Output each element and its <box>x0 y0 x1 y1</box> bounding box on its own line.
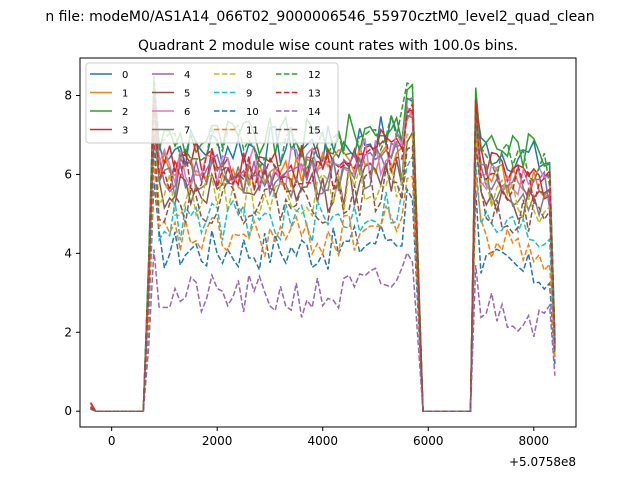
legend-label-0: 0 <box>122 70 128 81</box>
x-tick-label: 2000 <box>202 434 233 448</box>
legend-label-9: 9 <box>246 89 252 100</box>
plot-frame <box>79 57 577 428</box>
axes-layer: 0 2000 4000 6000 8000 0 2 4 6 8 <box>64 88 549 448</box>
x-offset-label: +5.0758e8 <box>509 455 576 469</box>
legend-label-1: 1 <box>122 89 128 100</box>
legend-label-2: 2 <box>122 107 128 118</box>
x-tick-label: 8000 <box>519 434 550 448</box>
series-line-13 <box>90 99 556 412</box>
x-tick-label: 0 <box>108 434 116 448</box>
series-line-8 <box>90 127 556 412</box>
series-line-14 <box>90 249 556 412</box>
legend-label-11: 11 <box>246 126 259 137</box>
legend-label-12: 12 <box>308 70 321 81</box>
legend-box <box>85 62 339 144</box>
legend-label-15: 15 <box>308 126 321 137</box>
series-line-15 <box>90 134 556 412</box>
legend-label-8: 8 <box>246 70 252 81</box>
y-tick-label: 2 <box>64 325 72 339</box>
legend-label-3: 3 <box>122 126 128 137</box>
legend-label-7: 7 <box>184 126 190 137</box>
legend-label-14: 14 <box>308 107 321 118</box>
y-tick-label: 4 <box>64 246 72 260</box>
legend-label-5: 5 <box>184 89 190 100</box>
legend-label-6: 6 <box>184 107 190 118</box>
y-tick-label: 6 <box>64 167 72 181</box>
x-tick-label: 6000 <box>413 434 444 448</box>
y-tick-label: 8 <box>64 88 72 102</box>
series-line-4 <box>90 107 556 412</box>
x-tick-label: 4000 <box>307 434 338 448</box>
y-tick-label: 0 <box>64 404 72 418</box>
legend-label-10: 10 <box>246 107 259 118</box>
chart-title: Quadrant 2 module wise count rates with … <box>138 38 518 54</box>
figure-suptitle: n file: modeM0/AS1A14_066T02_9000006546_… <box>45 9 594 25</box>
legend-label-4: 4 <box>184 70 190 81</box>
series-line-11 <box>90 162 556 412</box>
series-line-10 <box>90 182 556 412</box>
series-line-12 <box>90 75 556 412</box>
legend-label-13: 13 <box>308 89 321 100</box>
